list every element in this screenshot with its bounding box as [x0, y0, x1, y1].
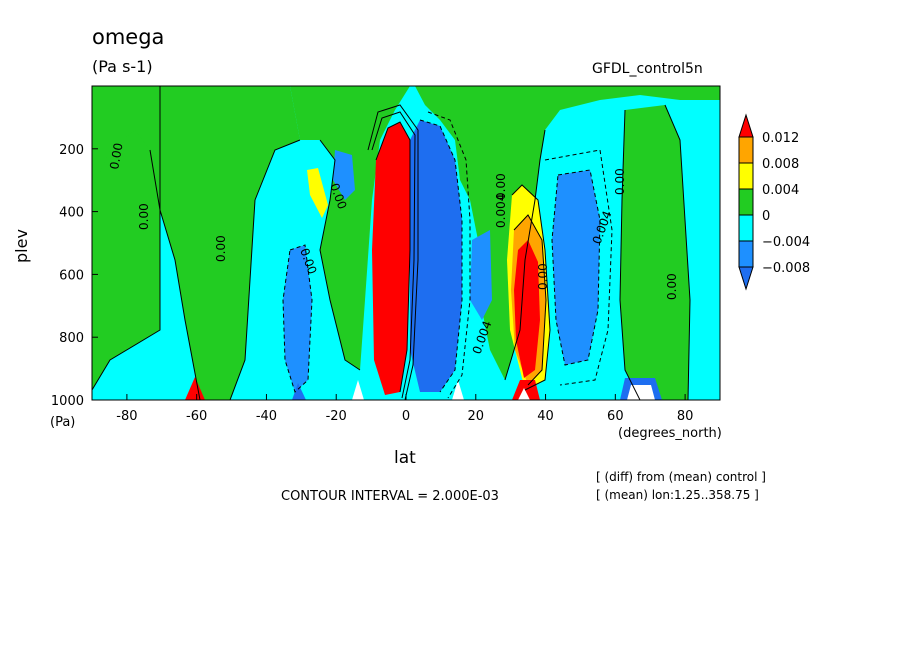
colorbar-label: 0.008 [762, 157, 799, 172]
contour-label-2: 0.00 [137, 203, 151, 230]
colorbar-label: 0 [762, 209, 770, 224]
yellow-region-south [307, 168, 328, 218]
contour-label-7: 0.00 [494, 173, 508, 200]
blue-region-south-2 [333, 150, 355, 200]
blue-triangle-bottom [292, 383, 306, 400]
diff-note: [ (diff) from (mean) control ] [596, 470, 766, 484]
red-triangle-60s [185, 377, 205, 400]
contour-label-11: 0.00 [613, 168, 627, 195]
plot-field: 0.00 0.00 0.00 0.00 0.00 0.004 0.00 0.00… [92, 86, 720, 400]
contour-label-12: 0.00 [665, 273, 679, 300]
x-tick-label: 60 [607, 409, 624, 424]
x-tick-label: 0 [402, 409, 410, 424]
white-patch-bottom [627, 385, 655, 400]
x-tick-label: -60 [186, 409, 207, 424]
green-region-southwest [92, 86, 300, 400]
y-tick-label: 1000 [51, 394, 84, 409]
blue-region-south-1 [283, 245, 312, 392]
colorbar-swatch [738, 136, 754, 164]
blue-region-north-2 [470, 230, 492, 320]
x-axis-unit: (degrees_north) [618, 426, 722, 441]
green-region-south-mid [290, 86, 410, 370]
contour-label-3: 0.00 [214, 235, 228, 262]
y-tick-label: 600 [59, 268, 84, 283]
red-region-equator [372, 122, 410, 395]
colorbar-swatch [738, 188, 754, 216]
chart-units: (Pa s-1) [92, 57, 153, 76]
x-tick-label: -20 [326, 409, 347, 424]
colorbar-label: 0.004 [762, 183, 799, 198]
blue-region-north-1 [552, 170, 600, 365]
x-tick-label: -80 [116, 409, 137, 424]
colorbar-swatch [738, 240, 754, 268]
colorbar-label: −0.008 [762, 261, 810, 276]
white-triangle-2 [452, 380, 464, 400]
white-triangle-3 [518, 388, 530, 400]
colorbar: 0.012 0.008 0.004 0 −0.004 −0.008 [738, 113, 810, 291]
mean-note: [ (mean) lon:1.25..358.75 ] [596, 488, 759, 502]
x-axis-label: lat [394, 448, 416, 468]
y-tick-label: 400 [59, 206, 84, 221]
x-tick-label: 20 [468, 409, 485, 424]
colorbar-label: 0.012 [762, 131, 799, 146]
green-region-north-cyan [695, 110, 720, 400]
contour-label-6: 0.004 [494, 194, 508, 228]
colorbar-label: −0.004 [762, 235, 810, 250]
y-axis-label: plev [12, 229, 31, 263]
contour-label-1: 0.00 [107, 142, 125, 171]
darkblue-region-north-of-equator [410, 120, 462, 392]
green-region-north-band [620, 105, 690, 400]
red-region-north [514, 240, 540, 378]
y-tick-label: 800 [59, 331, 84, 346]
y-axis-unit: (Pa) [50, 415, 76, 430]
green-region-south-edge [92, 86, 160, 390]
colorbar-swatch [738, 162, 754, 190]
contour-label-9: 0.00 [536, 263, 550, 290]
y-tick-label: 200 [59, 143, 84, 158]
colorbar-max-triangle [738, 113, 754, 138]
dataset-label: GFDL_control5n [592, 61, 703, 77]
contour-lines [92, 86, 691, 400]
contour-lines-dashed [282, 111, 613, 399]
contour-interval-label: CONTOUR INTERVAL = 2.000E-03 [281, 489, 499, 504]
x-tick-label: 40 [537, 409, 554, 424]
x-tick-label: 80 [677, 409, 694, 424]
white-triangle-1 [352, 380, 364, 400]
axes: -80 -60 -40 -20 0 20 40 60 80 200 400 600 800 1000 [51, 143, 693, 424]
chart-title: omega [92, 25, 165, 49]
x-tick-label: -40 [256, 409, 277, 424]
colorbar-min-triangle [738, 266, 754, 291]
colorbar-swatch [738, 214, 754, 242]
green-region-north-mid [415, 86, 720, 380]
